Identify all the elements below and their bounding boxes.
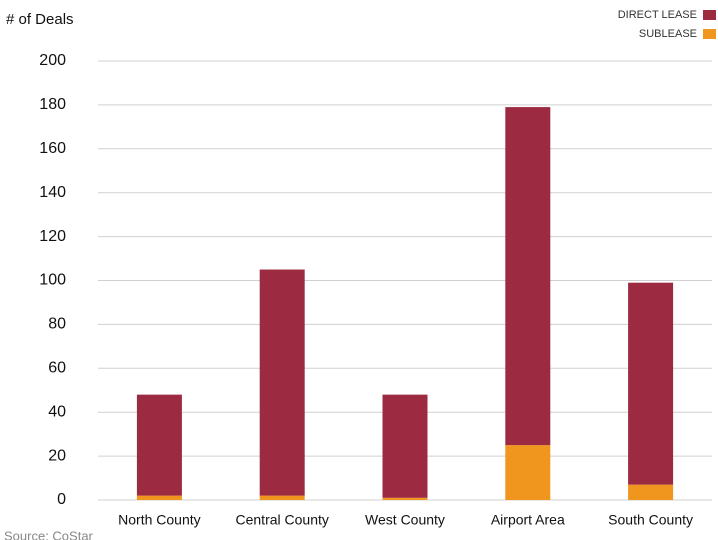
y-tick-label: 80: [48, 316, 66, 333]
source-note: Source: CoStar: [4, 528, 94, 540]
y-tick-label: 200: [39, 52, 66, 69]
bar-segment: [259, 269, 305, 496]
bar-segment: [628, 484, 674, 500]
bar-segment: [628, 282, 674, 485]
y-tick-label: 20: [48, 447, 66, 464]
x-tick-label: North County: [118, 512, 200, 528]
x-tick-label: Central County: [236, 512, 329, 528]
x-tick-label: Airport Area: [491, 512, 565, 528]
y-tick-label: 180: [39, 96, 66, 113]
y-tick-label: 160: [39, 140, 66, 157]
bar-segment: [136, 495, 182, 500]
y-axis-label: # of Deals: [6, 11, 74, 28]
bar-segment: [259, 495, 305, 500]
bar-segment: [505, 107, 551, 446]
legend-swatch: [703, 10, 716, 20]
legend-label: SUBLEASE: [639, 28, 697, 40]
bar-segment: [136, 394, 182, 496]
y-tick-label: 60: [48, 360, 66, 377]
y-tick-label: 0: [57, 491, 66, 508]
bar-segment: [382, 497, 428, 500]
legend-label: DIRECT LEASE: [618, 9, 697, 21]
x-tick-label: South County: [608, 512, 693, 528]
y-tick-label: 140: [39, 184, 66, 201]
bar-segment: [382, 394, 428, 498]
y-tick-label: 40: [48, 403, 66, 420]
legend-swatch: [703, 29, 716, 39]
x-tick-label: West County: [365, 512, 445, 528]
bar-segment: [505, 445, 551, 500]
y-tick-label: 120: [39, 228, 66, 245]
y-tick-label: 100: [39, 272, 66, 289]
